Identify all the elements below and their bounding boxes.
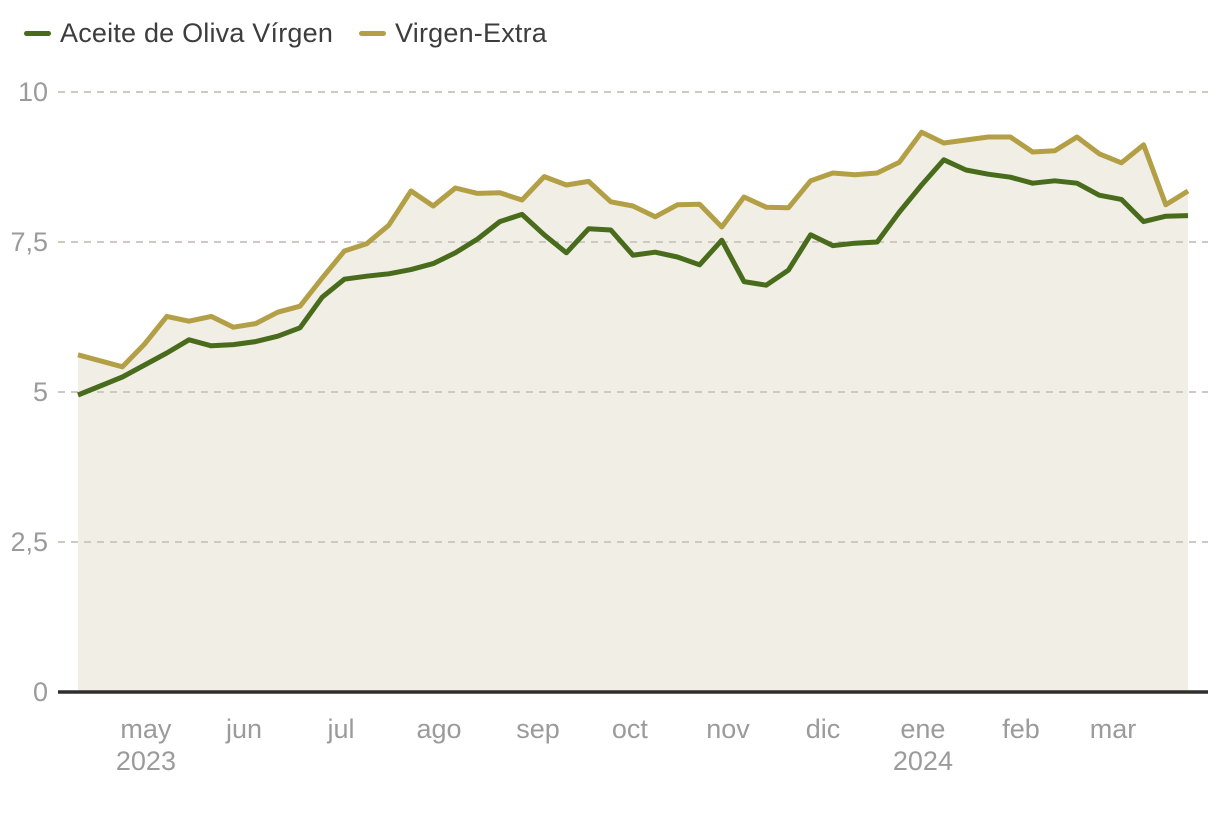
x-tick-label: sep bbox=[516, 714, 560, 744]
x-tick-year: 2024 bbox=[893, 746, 953, 776]
legend-label: Virgen-Extra bbox=[395, 18, 548, 48]
x-tick-label: mar bbox=[1090, 714, 1137, 744]
x-tick-label: ene bbox=[900, 714, 945, 744]
y-tick-label: 5 bbox=[33, 377, 48, 407]
x-tick-year: 2023 bbox=[116, 746, 176, 776]
x-tick-label: ago bbox=[416, 714, 461, 744]
x-tick-label: nov bbox=[706, 714, 750, 744]
x-tick-label: oct bbox=[612, 714, 649, 744]
area-fill bbox=[78, 132, 1188, 692]
x-tick-label: jul bbox=[327, 714, 355, 744]
legend-item-virgen-extra[interactable]: Virgen-Extra bbox=[359, 18, 547, 49]
legend-item-aceite-de-oliva-virgen[interactable]: Aceite de Oliva Vírgen bbox=[24, 18, 333, 49]
y-tick-label: 0 bbox=[33, 677, 48, 707]
legend-line-swatch-icon bbox=[24, 31, 51, 36]
series-line-virgen-extra bbox=[77, 129, 1190, 370]
x-tick-label: jun bbox=[225, 714, 262, 744]
series-line-aceite-de-oliva-virgen bbox=[77, 157, 1189, 398]
legend-label: Aceite de Oliva Vírgen bbox=[60, 18, 334, 48]
x-tick-label: dic bbox=[806, 714, 841, 744]
x-tick-label: feb bbox=[1002, 714, 1040, 744]
legend: Aceite de Oliva Vírgen Virgen-Extra bbox=[24, 18, 547, 49]
y-tick-label: 2,5 bbox=[10, 527, 48, 557]
y-tick-label: 7,5 bbox=[10, 227, 48, 257]
legend-line-swatch-icon bbox=[359, 31, 387, 36]
y-tick-label: 10 bbox=[18, 77, 48, 107]
x-tick-label: may bbox=[120, 714, 172, 744]
